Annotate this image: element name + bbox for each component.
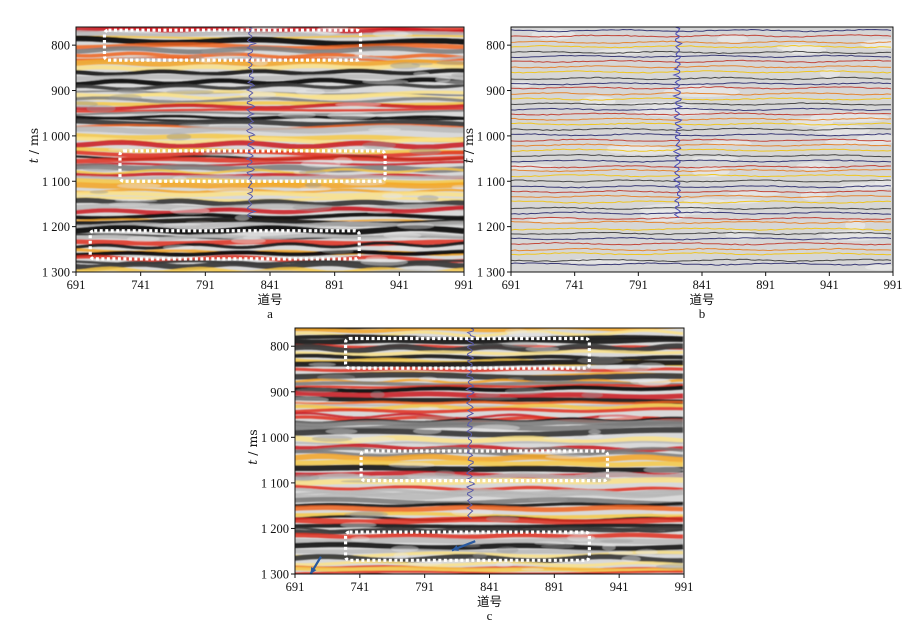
y-tick-label: 1 000 bbox=[261, 431, 289, 445]
y-tick-label: 1 300 bbox=[477, 266, 505, 280]
panel-a: 691 741 791 841 891 941 991 800 900 1 000 1 100 1 2… bbox=[26, 26, 474, 321]
panel-a-image bbox=[76, 27, 464, 272]
x-tick-label: 741 bbox=[350, 580, 369, 594]
x-tick-label: 891 bbox=[325, 278, 344, 292]
x-tick-label: 791 bbox=[415, 580, 434, 594]
panel-b-image bbox=[511, 27, 893, 272]
highlight-box bbox=[359, 449, 610, 483]
y-axis-title: t / ms bbox=[245, 429, 260, 464]
arrow-marker bbox=[309, 556, 322, 575]
y-tick-label: 900 bbox=[51, 84, 70, 98]
x-tick-label: 991 bbox=[675, 580, 694, 594]
x-tick-label: 991 bbox=[455, 278, 474, 292]
y-tick-label: 800 bbox=[270, 340, 289, 354]
x-axis-title: 道号 bbox=[257, 292, 282, 307]
y-tick-label: 1 300 bbox=[42, 266, 70, 280]
y-tick-label: 800 bbox=[486, 39, 505, 53]
well-trace bbox=[465, 328, 477, 519]
x-tick-label: 841 bbox=[480, 580, 499, 594]
x-tick-label: 691 bbox=[286, 580, 305, 594]
x-axis-title: 道号 bbox=[689, 292, 714, 307]
x-tick-label: 691 bbox=[67, 278, 86, 292]
y-axis-title: t / ms bbox=[26, 128, 41, 163]
x-tick-label: 941 bbox=[610, 580, 629, 594]
y-tick-label: 1 200 bbox=[477, 220, 505, 234]
well-trace bbox=[672, 27, 684, 218]
y-axis-title: t / ms bbox=[461, 128, 476, 163]
x-tick-label: 891 bbox=[756, 278, 775, 292]
x-tick-label: 891 bbox=[545, 580, 564, 594]
y-tick-label: 1 100 bbox=[42, 175, 70, 189]
panel-label: b bbox=[699, 306, 706, 321]
highlight-box bbox=[118, 149, 387, 183]
panel-b: 691 741 791 841 891 941 991 800 900 1 000 1 100 1 2… bbox=[461, 26, 903, 321]
x-tick-label: 791 bbox=[629, 278, 648, 292]
panel-c-image bbox=[295, 328, 684, 574]
highlight-box bbox=[102, 28, 363, 62]
x-tick-label: 841 bbox=[261, 278, 280, 292]
x-tick-label: 741 bbox=[131, 278, 150, 292]
well-trace bbox=[244, 27, 258, 218]
x-tick-label: 841 bbox=[693, 278, 712, 292]
x-tick-label: 691 bbox=[502, 278, 521, 292]
y-tick-label: 800 bbox=[51, 39, 70, 53]
y-tick-label: 1 300 bbox=[261, 568, 289, 582]
x-tick-label: 791 bbox=[196, 278, 215, 292]
y-tick-label: 900 bbox=[270, 385, 289, 399]
panel-label: c bbox=[487, 608, 493, 623]
x-tick-label: 941 bbox=[390, 278, 409, 292]
panel-c: 691 741 791 841 891 941 991 800 900 1 000 1 100 1 2… bbox=[245, 327, 694, 623]
y-tick-label: 900 bbox=[486, 84, 505, 98]
y-tick-label: 1 000 bbox=[477, 129, 505, 143]
x-tick-label: 991 bbox=[884, 278, 903, 292]
arrow-marker bbox=[451, 540, 476, 552]
y-tick-label: 1 100 bbox=[477, 175, 505, 189]
highlight-box bbox=[88, 229, 361, 261]
y-tick-label: 1 100 bbox=[261, 476, 289, 490]
x-tick-label: 941 bbox=[820, 278, 839, 292]
x-tick-label: 741 bbox=[565, 278, 584, 292]
panel-label: a bbox=[267, 306, 273, 321]
x-axis-title: 道号 bbox=[477, 594, 502, 609]
highlight-box bbox=[343, 336, 591, 370]
y-tick-label: 1 000 bbox=[42, 129, 70, 143]
y-tick-label: 1 200 bbox=[261, 522, 289, 536]
y-tick-label: 1 200 bbox=[42, 220, 70, 234]
highlight-box bbox=[343, 530, 591, 562]
